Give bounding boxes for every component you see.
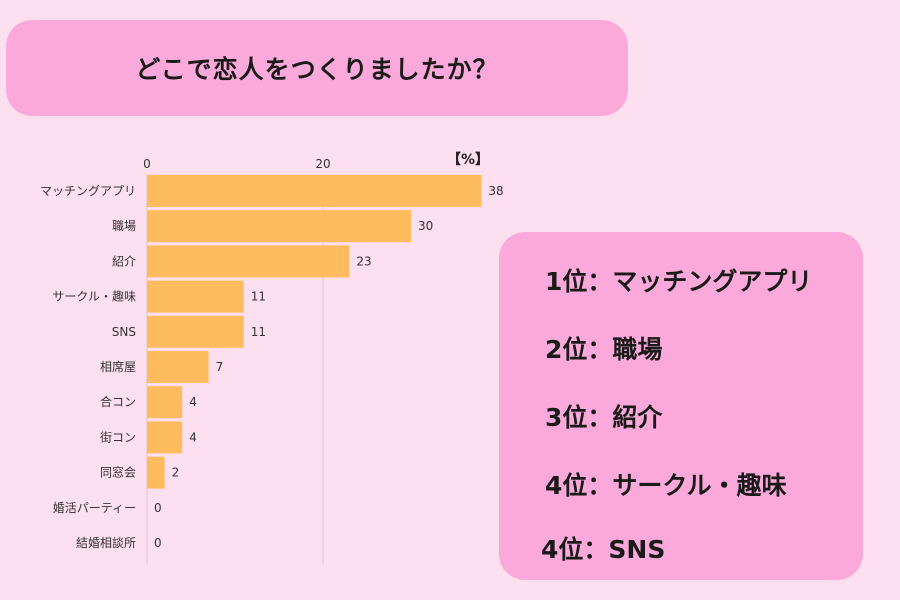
data-label: 4 bbox=[189, 430, 197, 444]
data-label: 11 bbox=[251, 290, 266, 304]
x-tick-label: 20 bbox=[315, 157, 330, 171]
data-label: 23 bbox=[356, 254, 371, 268]
bar bbox=[147, 245, 350, 278]
category-label: 結婚相談所 bbox=[76, 535, 136, 550]
ranking-item-1: 1位：マッチングアプリ bbox=[545, 267, 813, 296]
category-label: サークル・趣味 bbox=[52, 289, 136, 304]
ranking-panel: 1位：マッチングアプリ 2位：職場 3位：紹介 4位：サークル・趣味 4位：SN… bbox=[499, 232, 863, 580]
unit-label: 【%】 bbox=[447, 152, 489, 168]
bar bbox=[147, 456, 165, 489]
category-label: 街コン bbox=[100, 430, 136, 444]
data-label: 0 bbox=[154, 536, 162, 550]
bar bbox=[147, 386, 183, 419]
bar bbox=[147, 421, 183, 454]
page-title: どこで恋人をつくりましたか？ bbox=[135, 55, 499, 84]
x-tick-label: 0 bbox=[143, 157, 151, 171]
data-label: 38 bbox=[488, 184, 503, 198]
category-label: 職場 bbox=[112, 219, 136, 233]
ranking-item-2: 2位：職場 bbox=[545, 335, 663, 364]
ranking-item-5: 4位：SNS bbox=[541, 535, 666, 564]
category-label: 相席屋 bbox=[100, 359, 136, 374]
bar bbox=[147, 210, 411, 243]
category-label: マッチングアプリ bbox=[40, 184, 136, 198]
bar bbox=[147, 175, 482, 207]
data-label: 30 bbox=[418, 219, 433, 233]
ranking-item-4: 4位：サークル・趣味 bbox=[545, 471, 787, 500]
data-label: 4 bbox=[189, 395, 197, 409]
bar bbox=[147, 351, 209, 383]
category-label: 合コン bbox=[100, 394, 136, 409]
category-label: 婚活パーティー bbox=[53, 501, 136, 515]
bar bbox=[147, 280, 244, 313]
data-label: 7 bbox=[216, 360, 224, 374]
category-label: 紹介 bbox=[112, 254, 136, 268]
category-label: SNS bbox=[112, 325, 136, 339]
data-label: 2 bbox=[172, 466, 180, 480]
ranking-item-3: 3位：紹介 bbox=[545, 403, 663, 432]
title-panel: どこで恋人をつくりましたか？ bbox=[6, 20, 628, 116]
category-label: 同窓会 bbox=[100, 465, 136, 480]
data-label: 11 bbox=[251, 325, 266, 339]
bar bbox=[147, 315, 244, 348]
data-label: 0 bbox=[154, 501, 162, 515]
